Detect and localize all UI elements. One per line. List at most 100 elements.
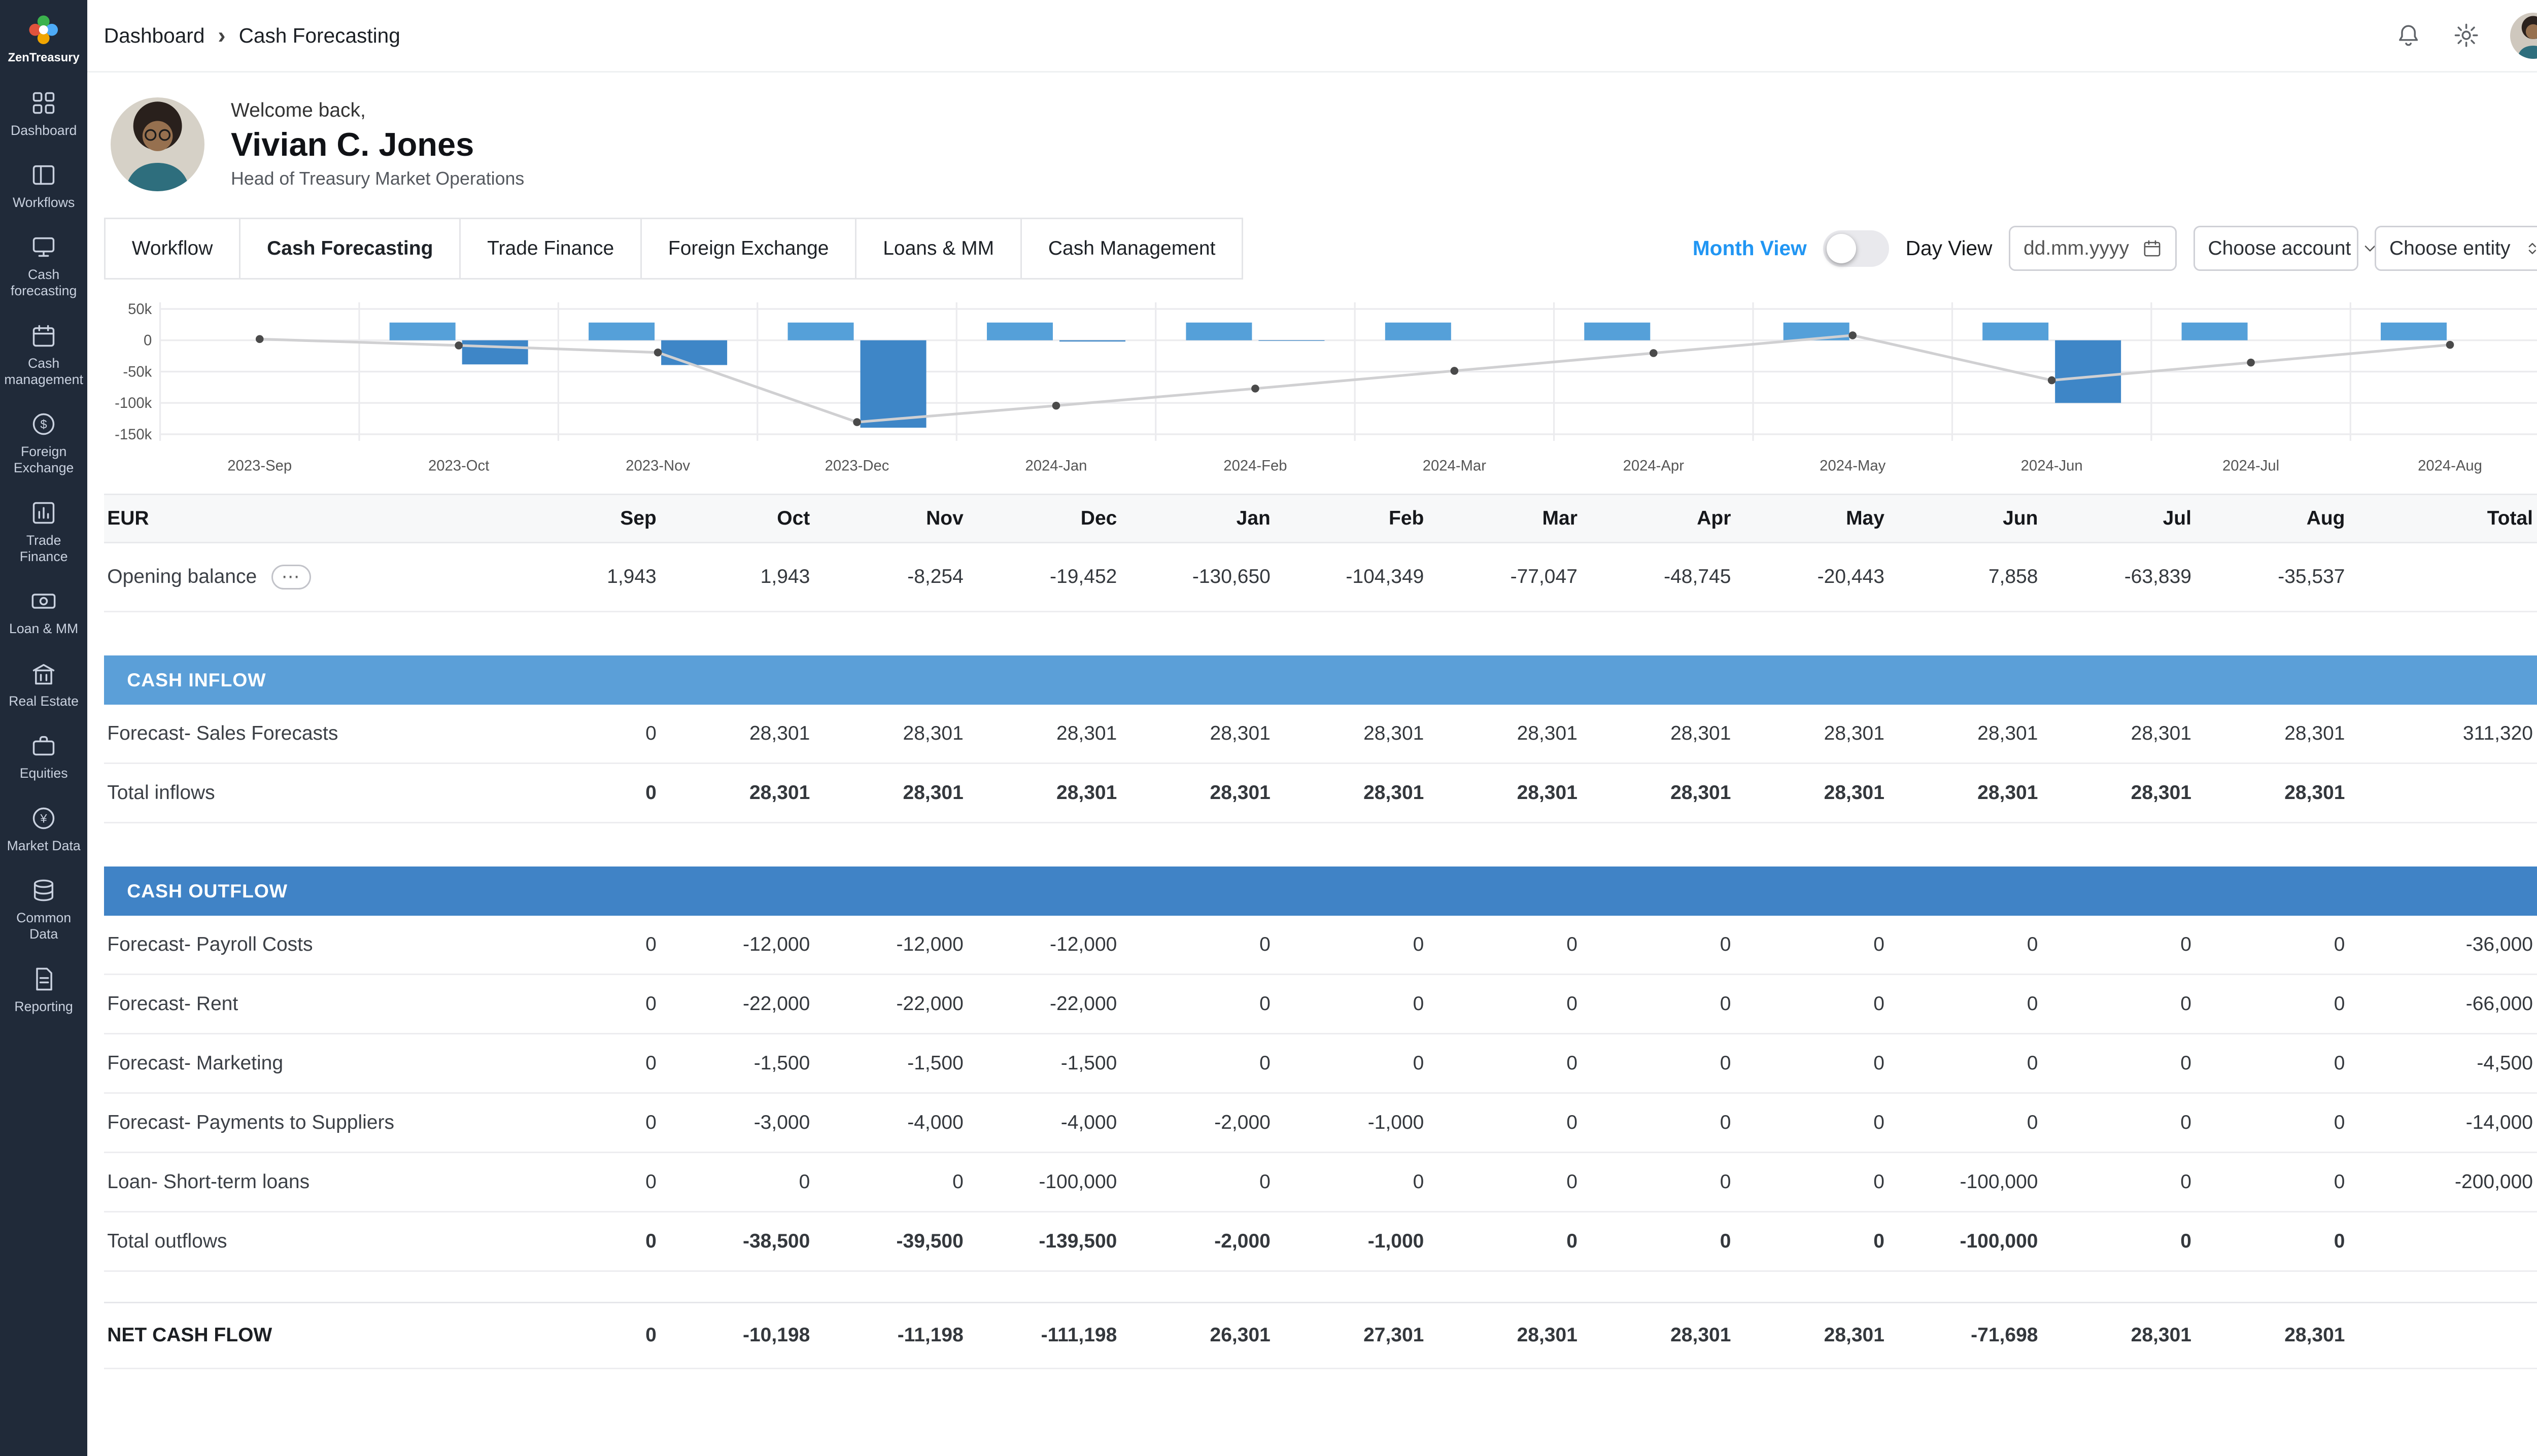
sidebar-item-label: Cash forecasting [10,267,77,299]
inflow-bar [389,322,456,340]
account-select-value: Choose account [2208,237,2351,259]
value-cell: 28,301 [903,782,964,804]
total-cell: -36,000 [2465,933,2533,955]
value-cell: 0 [1873,1052,1884,1074]
value-cell: 0 [2334,1112,2345,1133]
x-tick-label: 2024-May [1820,458,1885,474]
y-tick-label: 0 [144,333,152,349]
value-cell: 0 [1413,993,1424,1015]
sidebar-item-foreign-exchange[interactable]: $ Foreign Exchange [0,400,87,488]
value-cell: -22,000 [1050,993,1117,1015]
notifications-button[interactable] [2394,21,2422,49]
month-header: Aug [2306,507,2345,529]
value-cell: -35,537 [2278,566,2345,588]
inflow-bar [1982,322,2048,340]
sidebar-item-reporting[interactable]: Reporting [0,954,87,1026]
settings-button[interactable] [2452,21,2480,49]
value-cell: 0 [1259,1052,1271,1074]
user-avatar[interactable] [2510,12,2537,59]
breadcrumb-separator-icon: › [218,22,226,49]
sidebar-item-label: Workflows [12,194,75,210]
inflow-bar [1186,322,1252,340]
value-cell: 28,301 [1977,782,2038,804]
tab-foreign-exchange[interactable]: Foreign Exchange [640,218,857,280]
sidebar-item-label: Loan & MM [9,621,79,637]
value-cell: -139,500 [1039,1230,1117,1252]
user-name: Vivian C. Jones [231,125,474,163]
sidebar-item-cash-forecasting[interactable]: Cash forecasting [0,223,87,311]
sidebar-item-common-data[interactable]: Common Data [0,866,87,954]
balance-marker [455,341,463,350]
month-day-toggle[interactable] [1823,230,1890,267]
value-cell: 28,301 [1517,1324,1578,1346]
sidebar-item-real-estate[interactable]: Real Estate [0,649,87,721]
sidebar-item-loan-mm[interactable]: Loan & MM [0,577,87,649]
dashboard-grid-icon [32,92,55,114]
value-cell: -111,198 [1041,1324,1117,1346]
bell-icon [2399,25,2418,46]
date-input[interactable]: dd.mm.yyyy [2008,226,2177,271]
row-label: NET CASH FLOW [107,1324,272,1346]
month-view-label: Month View [1692,236,1807,260]
row-label: Forecast- Payroll Costs [107,933,313,955]
outflow-bar [462,340,528,365]
tab-trade-finance[interactable]: Trade Finance [459,218,642,280]
value-cell: -48,745 [1664,566,1731,588]
value-cell: 28,301 [2131,1324,2191,1346]
controls-row: Workflow Cash Forecasting Trade Finance … [87,218,2537,280]
value-cell: 28,301 [1977,722,2038,744]
table-header-row: EUR Sep Oct Nov Dec Jan Feb Mar Apr May Jun Jul Aug T… [104,494,2537,543]
value-cell: 27,301 [1363,1324,1424,1346]
total-header: Total [2487,507,2533,529]
value-cell: 28,301 [1363,722,1424,744]
gear-icon [2454,24,2478,47]
opening-balance-more-button[interactable]: ⋯ [271,564,311,590]
tabs: Workflow Cash Forecasting Trade Finance … [104,218,1244,280]
tab-cash-management[interactable]: Cash Management [1020,218,1244,280]
value-cell: 0 [645,993,657,1015]
tab-loans-mm[interactable]: Loans & MM [855,218,1022,280]
sidebar-item-dashboard[interactable]: Dashboard [0,78,87,150]
sidebar-item-workflows[interactable]: Workflows [0,150,87,222]
value-cell: -1,000 [1367,1112,1424,1133]
section-header-cash-outflow: CASH OUTFLOW [104,866,2537,916]
value-cell: 28,301 [1056,722,1117,744]
value-cell: -2,000 [1214,1112,1271,1133]
table-row: Forecast- Marketing 0 -1,500 -1,500 -1,500 0 0… [104,1034,2537,1094]
balance-marker [1450,367,1458,375]
inflow-bar [588,322,655,340]
value-cell: 28,301 [1670,722,1731,744]
breadcrumb-dashboard[interactable]: Dashboard [104,23,205,47]
outflow-bar [2054,340,2121,403]
value-cell: 28,301 [1363,782,1424,804]
month-header: Jan [1236,507,1271,529]
entity-select[interactable]: Choose entity [2375,226,2537,271]
workflows-icon [32,165,55,185]
tab-workflow[interactable]: Workflow [104,218,241,280]
value-cell: 0 [1566,1112,1578,1133]
tab-cash-forecasting[interactable]: Cash Forecasting [239,218,461,280]
forecast-table: EUR Sep Oct Nov Dec Jan Feb Mar Apr May Jun Jul Aug T… [87,474,2537,1369]
welcome-greeting: Welcome back, [231,99,366,122]
value-cell: 28,301 [2131,782,2191,804]
value-cell: 26,301 [1210,1324,1271,1346]
total-cell: -14,000 [2465,1112,2533,1133]
value-cell: 28,301 [1517,782,1578,804]
sidebar-item-market-data[interactable]: ¥ Market Data [0,793,87,865]
value-cell: 0 [1413,1171,1424,1193]
app-logo[interactable]: ZenTreasury [8,12,80,65]
sidebar-item-cash-management[interactable]: Cash management [0,311,87,399]
account-select[interactable]: Choose account [2193,226,2375,271]
sidebar-item-label: Reporting [14,998,73,1014]
month-header: May [1846,507,1884,529]
sidebar-item-equities[interactable]: Equities [0,721,87,793]
sidebar-item-trade-finance[interactable]: Trade Finance [0,488,87,576]
outflow-bar [1258,340,1325,341]
value-cell: -38,500 [743,1230,810,1252]
row-label: Total outflows [107,1230,227,1252]
value-cell: -10,198 [743,1324,810,1346]
value-cell: 0 [645,1112,657,1133]
value-cell: 0 [645,933,657,955]
balance-marker [2446,340,2454,349]
month-header: Sep [620,507,657,529]
